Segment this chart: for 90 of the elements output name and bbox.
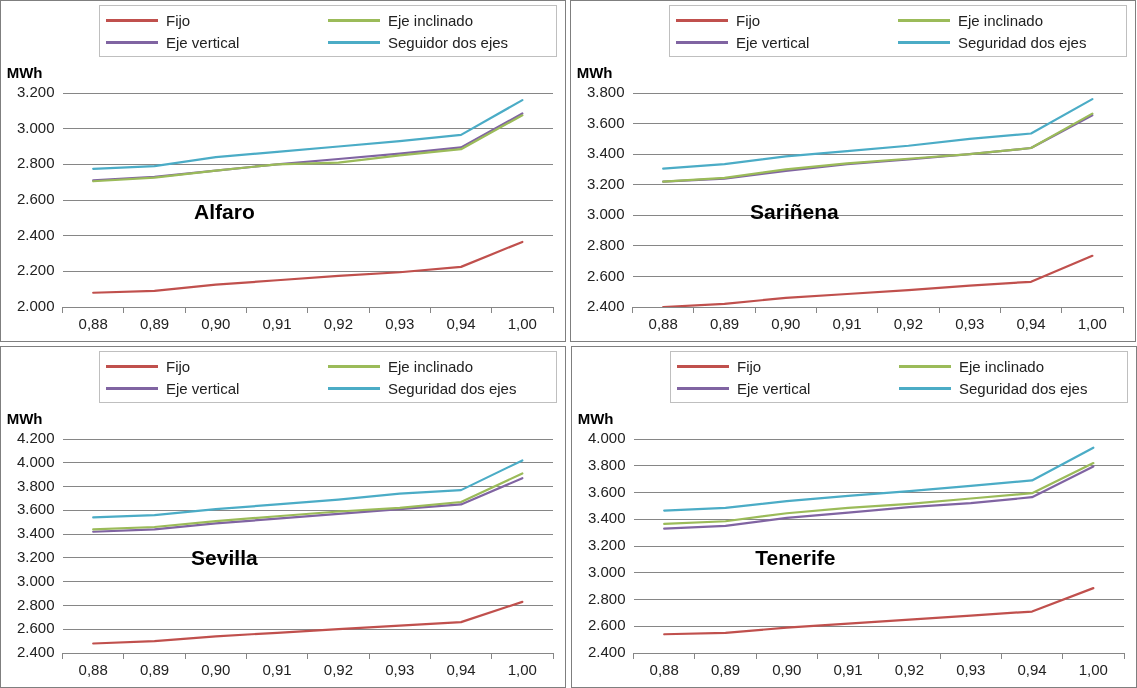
y-tick-label: 2.400 (16, 643, 55, 661)
x-tick-label: 0,90 (201, 315, 231, 333)
y-tick-label: 3.200 (16, 83, 55, 101)
legend-label: Seguridad dos ejes (388, 379, 517, 397)
x-tick-label: 0,93 (956, 661, 986, 679)
x-tick-label: 0,91 (262, 315, 292, 333)
legend-label: Eje inclinado (388, 11, 474, 29)
y-tick-label: 4.200 (16, 429, 55, 447)
y-tick-label: 3.200 (586, 174, 625, 192)
legend-label: Eje vertical (737, 379, 811, 397)
x-tick-label: 0,93 (385, 315, 415, 333)
y-tick-label: 3.600 (16, 500, 55, 518)
x-tick-label: 0,93 (955, 315, 985, 333)
y-tick-label: 3.600 (587, 482, 626, 500)
x-tick-label: 0,91 (832, 315, 862, 333)
annotation: Tenerife (755, 545, 836, 569)
y-tick-label: 3.800 (16, 476, 55, 494)
legend-label: Fijo (166, 11, 191, 29)
legend-label: Eje vertical (166, 33, 240, 51)
y-tick-label: 3.200 (16, 548, 55, 566)
x-tick-label: 0,89 (710, 661, 741, 679)
y-tick-label: 2.400 (587, 643, 626, 661)
x-tick-label: 0,89 (709, 315, 740, 333)
x-tick-label: 0,91 (833, 661, 863, 679)
y-tick-label: 3.000 (16, 571, 55, 589)
y-tick-label: 3.400 (16, 524, 55, 542)
x-tick-label: 1,00 (1078, 661, 1108, 679)
y-tick-label: 3.000 (587, 562, 626, 580)
annotation: Sariñena (750, 199, 840, 223)
y-tick-label: 2.400 (16, 225, 55, 243)
y-tick-label: 4.000 (16, 452, 55, 470)
y-tick-label: 2.600 (16, 190, 55, 208)
x-tick-label: 0,90 (771, 315, 801, 333)
y-tick-label: 2.800 (16, 595, 55, 613)
x-tick-label: 1,00 (507, 661, 537, 679)
legend-label: Fijo (737, 357, 762, 375)
y-tick-label: 2.600 (16, 619, 55, 637)
legend-label: Fijo (166, 357, 191, 375)
y-tick-label: 2.600 (587, 616, 626, 634)
annotation: Alfaro (194, 199, 255, 223)
y-tick-label: 3.400 (587, 509, 626, 527)
x-tick-label: 0,89 (139, 661, 170, 679)
legend-label: Eje vertical (736, 33, 810, 51)
legend-label: Eje inclinado (959, 357, 1045, 375)
y-tick-label: 2.200 (16, 261, 55, 279)
y-tick-label: 2.800 (16, 154, 55, 172)
y-tick-label: 4.000 (587, 429, 626, 447)
legend-label: Fijo (736, 11, 761, 29)
y-axis-title: MWh (577, 409, 614, 427)
x-tick-label: 0,92 (323, 661, 354, 679)
x-tick-label: 0,90 (772, 661, 802, 679)
legend-label: Seguridad dos ejes (958, 33, 1087, 51)
y-tick-label: 2.400 (586, 297, 625, 315)
x-tick-label: 0,92 (894, 661, 925, 679)
x-tick-label: 0,94 (446, 661, 476, 679)
x-tick-label: 0,91 (262, 661, 292, 679)
y-tick-label: 3.600 (586, 113, 625, 131)
x-tick-label: 1,00 (507, 315, 537, 333)
x-tick-label: 0,89 (139, 315, 170, 333)
x-tick-label: 0,94 (1016, 315, 1046, 333)
annotation: Sevilla (191, 545, 258, 569)
x-tick-label: 0,88 (649, 661, 679, 679)
x-tick-label: 0,94 (1017, 661, 1047, 679)
y-axis-title: MWh (6, 63, 43, 81)
y-tick-label: 3.200 (587, 536, 626, 554)
legend-label: Eje vertical (166, 379, 240, 397)
y-tick-label: 3.800 (587, 455, 626, 473)
y-tick-label: 2.600 (586, 266, 625, 284)
legend-label: Seguidor dos ejes (388, 33, 509, 51)
x-tick-label: 1,00 (1077, 315, 1107, 333)
x-tick-label: 0,88 (78, 661, 108, 679)
x-tick-label: 0,94 (446, 315, 476, 333)
y-tick-label: 3.400 (586, 144, 625, 162)
y-tick-label: 2.800 (587, 589, 626, 607)
x-tick-label: 0,92 (893, 315, 924, 333)
x-tick-label: 0,88 (78, 315, 108, 333)
x-tick-label: 0,92 (323, 315, 354, 333)
y-axis-title: MWh (576, 63, 613, 81)
x-tick-label: 0,88 (648, 315, 678, 333)
x-tick-label: 0,90 (201, 661, 231, 679)
y-tick-label: 2.000 (16, 297, 55, 315)
y-tick-label: 3.000 (16, 118, 55, 136)
y-axis-title: MWh (6, 409, 43, 427)
y-tick-label: 3.800 (586, 83, 625, 101)
y-tick-label: 2.800 (586, 236, 625, 253)
x-tick-label: 0,93 (385, 661, 415, 679)
legend-label: Eje inclinado (958, 11, 1044, 29)
legend-label: Eje inclinado (388, 357, 474, 375)
legend-label: Seguridad dos ejes (959, 379, 1088, 397)
y-tick-label: 3.000 (586, 205, 625, 223)
